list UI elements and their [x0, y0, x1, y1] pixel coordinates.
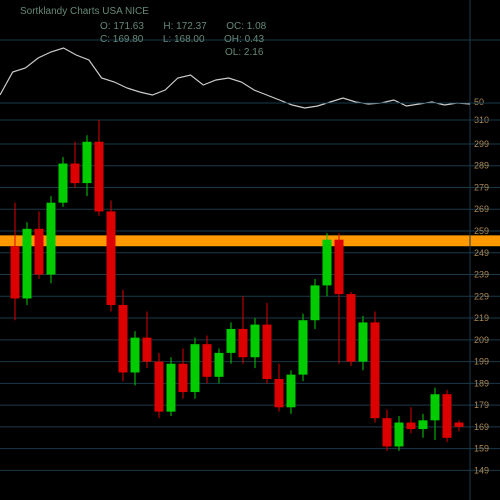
low-value: 168.00 [174, 34, 205, 45]
svg-text:199: 199 [474, 357, 489, 367]
svg-text:179: 179 [474, 400, 489, 410]
ol-value: 2.16 [244, 47, 263, 58]
ohlc-row-2: C: 169.80 L: 168.00 OH: 0.43 [100, 33, 266, 46]
high-value: 172.37 [176, 21, 207, 32]
svg-text:50: 50 [474, 97, 484, 107]
chart-svg[interactable]: 149 159 169 179 189 199 209 219 229 239 249 259 269 2… [0, 0, 500, 500]
close-value: 169.80 [113, 34, 144, 45]
svg-text:289: 289 [474, 161, 489, 171]
ohlc-row-1: O: 171.63 H: 172.37 OC: 1.08 [100, 20, 266, 33]
svg-text:189: 189 [474, 378, 489, 388]
oh-value: 0.43 [245, 34, 264, 45]
svg-text:209: 209 [474, 335, 489, 345]
ohlc-info: O: 171.63 H: 172.37 OC: 1.08 C: 169.80 L… [100, 20, 266, 59]
svg-text:149: 149 [474, 465, 489, 475]
svg-text:259: 259 [474, 226, 489, 236]
svg-text:169: 169 [474, 422, 489, 432]
ohlc-row-3: OL: 2.16 [100, 46, 266, 59]
oc-value: 1.08 [247, 21, 266, 32]
svg-text:299: 299 [474, 139, 489, 149]
svg-text:159: 159 [474, 444, 489, 454]
svg-text:239: 239 [474, 270, 489, 280]
svg-text:219: 219 [474, 313, 489, 323]
open-value: 171.63 [113, 21, 144, 32]
chart-title: Sortklandy Charts USA NICE [20, 6, 149, 17]
svg-text:229: 229 [474, 291, 489, 301]
svg-text:269: 269 [474, 204, 489, 214]
svg-text:279: 279 [474, 182, 489, 192]
svg-text:249: 249 [474, 248, 489, 258]
chart-container: Sortklandy Charts USA NICE O: 171.63 H: … [0, 0, 500, 500]
